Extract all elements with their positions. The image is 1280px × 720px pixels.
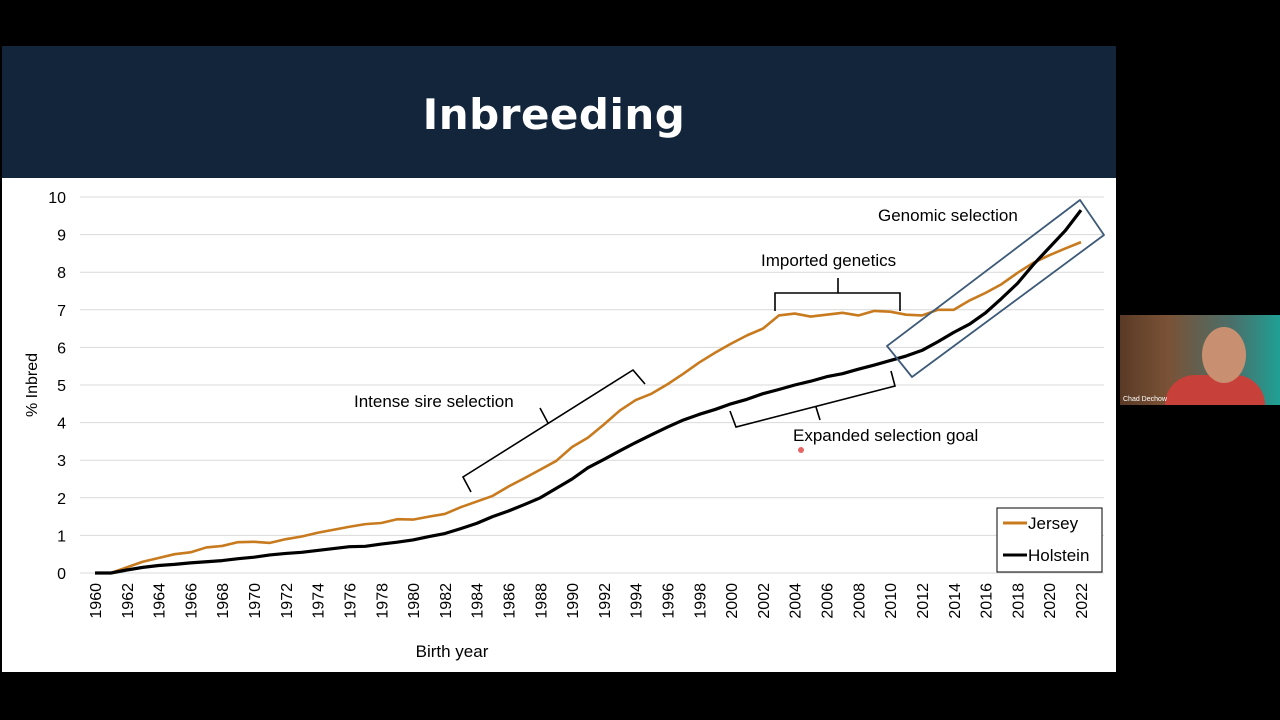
x-tick-label: 1978 [374, 583, 391, 619]
x-tick-label: 1964 [152, 583, 169, 619]
x-tick-label: 2020 [1042, 583, 1059, 619]
x-tick-label: 2004 [788, 583, 805, 619]
slide-header: Inbreeding [2, 46, 1116, 178]
cursor-pointer [798, 447, 804, 453]
annotation-imported-genetics: Imported genetics [761, 251, 896, 270]
y-tick-label: 7 [57, 303, 66, 320]
x-tick-label: 1972 [279, 583, 296, 619]
y-tick-label: 4 [57, 416, 66, 433]
x-tick-label: 1960 [88, 583, 105, 619]
x-tick-label: 2010 [883, 583, 900, 619]
y-tick-label: 6 [57, 340, 66, 357]
x-tick-label: 1998 [692, 583, 709, 619]
inbreeding-chart: 0 1 2 3 4 5 6 7 8 9 10 1960 1962 1964 1966 1968 1970 197… [24, 190, 1105, 661]
y-tick-label: 0 [57, 566, 66, 583]
x-tick-label: 1988 [533, 583, 550, 619]
legend: Jersey Holstein [996, 507, 1103, 573]
x-tick-label: 2008 [851, 583, 868, 619]
y-tick-label: 9 [57, 228, 66, 245]
legend-label-holstein: Holstein [1028, 546, 1089, 565]
y-tick-label: 2 [57, 491, 66, 508]
x-tick-label: 1992 [597, 583, 614, 619]
x-tick-label: 2016 [979, 583, 996, 619]
annotation-genomic-selection: Genomic selection [878, 206, 1018, 225]
x-tick-label: 1982 [438, 583, 455, 619]
genomic-selection-box [886, 199, 1105, 378]
bracket-expanded-selection-goal [729, 370, 896, 428]
x-tick-label: 1968 [215, 583, 232, 619]
x-tick-label: 1976 [342, 583, 359, 619]
participant-name: Chad Dechow [1123, 396, 1167, 403]
x-tick-label: 2012 [915, 583, 932, 619]
x-tick-label: 1962 [120, 583, 137, 619]
x-tick-label: 2014 [947, 583, 964, 619]
annotation-expanded-selection-goal: Expanded selection goal [793, 426, 978, 445]
x-tick-label: 2006 [820, 583, 837, 619]
x-tick-label: 1980 [406, 583, 423, 619]
slide-title: Inbreeding [422, 90, 686, 139]
series-line-holstein [95, 209, 1083, 575]
x-tick-label: 1996 [661, 583, 678, 619]
x-tick-label: 1990 [565, 583, 582, 619]
y-tick-label: 5 [57, 378, 66, 395]
legend-label-jersey: Jersey [1028, 514, 1079, 533]
x-axis-label: Birth year [416, 642, 489, 661]
x-tick-label: 1966 [183, 583, 200, 619]
annotation-intense-sire-selection: Intense sire selection [354, 392, 514, 411]
participant-face [1202, 327, 1246, 383]
y-axis-label: % Inbred [24, 353, 41, 417]
bracket-intense-sire-selection [461, 368, 646, 493]
y-tick-label: 1 [57, 528, 66, 545]
y-tick-label: 3 [57, 453, 66, 470]
series-line-jersey [95, 240, 1082, 575]
slide: 0 1 2 3 4 5 6 7 8 9 10 1960 1962 1964 1966 1968 1970 197… [2, 46, 1116, 672]
x-tick-label: 1984 [470, 583, 487, 619]
x-tick-label: 2000 [724, 583, 741, 619]
x-tick-label: 1994 [629, 583, 646, 619]
bracket-imported-genetics [774, 278, 901, 311]
x-tick-label: 2022 [1074, 583, 1091, 619]
annotations [461, 199, 1105, 493]
x-tick-label: 1974 [311, 583, 328, 619]
participant-video-tile[interactable]: Chad Dechow [1120, 315, 1280, 405]
x-tick-label: 1986 [501, 583, 518, 619]
y-tick-label: 10 [48, 190, 66, 207]
x-tick-label: 1970 [247, 583, 264, 619]
x-tick-label: 2002 [756, 583, 773, 619]
x-tick-label: 2018 [1010, 583, 1027, 619]
y-tick-label: 8 [57, 265, 66, 282]
